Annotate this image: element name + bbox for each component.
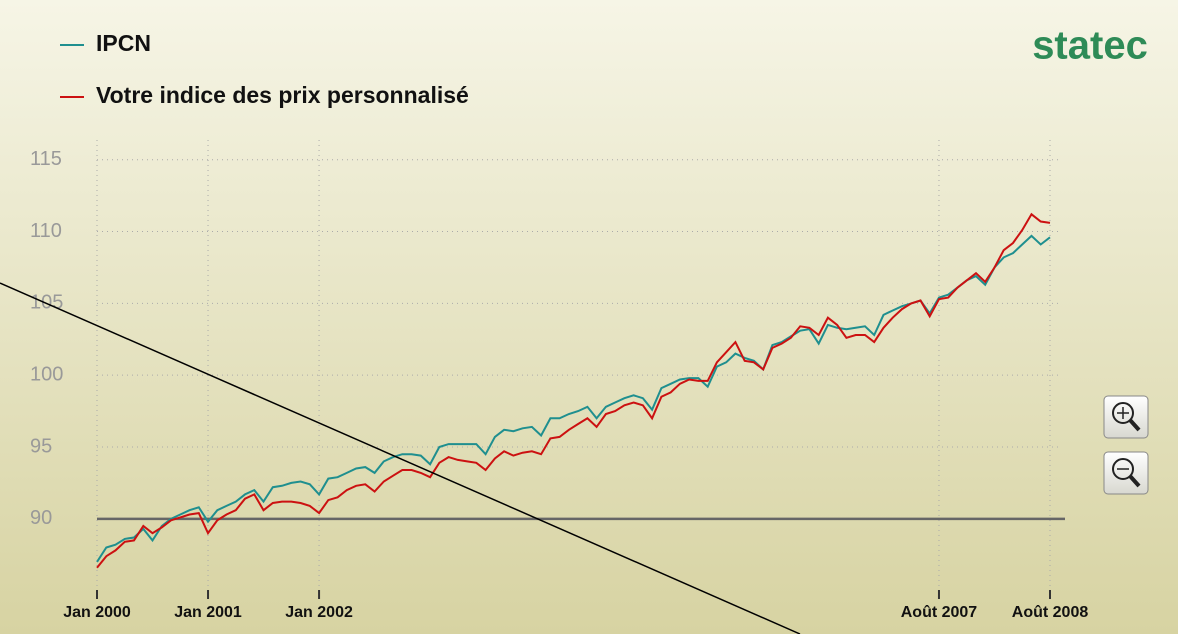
y-tick-label: 95 <box>30 435 52 457</box>
legend-label: Votre indice des prix personnalisé <box>96 82 469 108</box>
y-tick-label: 110 <box>30 220 62 242</box>
y-tick-label: 90 <box>30 507 52 529</box>
series-line <box>96 234 1051 563</box>
x-tick-label: Jan 2001 <box>174 604 242 621</box>
y-tick-label: 115 <box>30 148 62 170</box>
x-tick-label: Août 2008 <box>1012 604 1089 621</box>
x-tick-label: Jan 2000 <box>63 604 131 621</box>
y-tick-label: 105 <box>30 292 63 314</box>
legend-label: IPCN <box>96 30 151 56</box>
logo: statec <box>1032 24 1148 68</box>
series-line <box>96 212 1051 569</box>
y-tick-label: 100 <box>30 363 63 385</box>
annotation-line <box>0 282 801 635</box>
zoom-out-button[interactable] <box>1103 451 1149 495</box>
x-tick-label: Août 2007 <box>901 604 978 621</box>
zoom-in-button[interactable] <box>1103 395 1149 439</box>
x-tick-label: Jan 2002 <box>285 604 353 621</box>
